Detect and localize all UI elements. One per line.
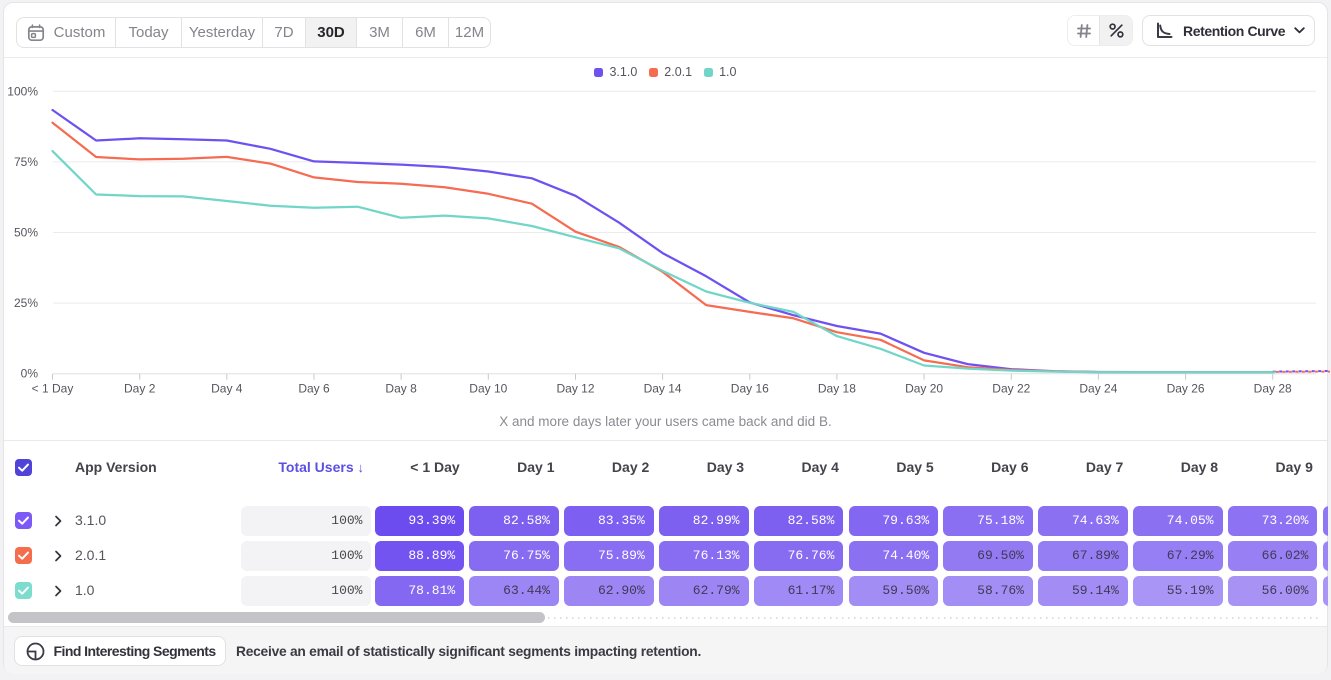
svg-text:Day 18: Day 18 — [818, 382, 856, 396]
svg-text:50%: 50% — [14, 226, 38, 240]
svg-text:Day 14: Day 14 — [644, 382, 682, 396]
svg-text:< 1 Day: < 1 Day — [32, 382, 74, 396]
svg-text:Day 6: Day 6 — [298, 382, 330, 396]
svg-text:Day 16: Day 16 — [731, 382, 769, 396]
svg-text:Day 4: Day 4 — [211, 382, 243, 396]
svg-text:Day 26: Day 26 — [1167, 382, 1205, 396]
svg-text:0%: 0% — [21, 367, 39, 381]
svg-text:Day 8: Day 8 — [385, 382, 417, 396]
svg-text:25%: 25% — [14, 296, 38, 310]
svg-text:100%: 100% — [7, 84, 38, 98]
svg-text:Day 2: Day 2 — [124, 382, 156, 396]
svg-text:Day 22: Day 22 — [992, 382, 1030, 396]
svg-text:Day 28: Day 28 — [1254, 382, 1292, 396]
svg-text:Day 24: Day 24 — [1079, 382, 1117, 396]
svg-text:Day 20: Day 20 — [905, 382, 943, 396]
svg-text:Day 10: Day 10 — [469, 382, 507, 396]
svg-text:75%: 75% — [14, 155, 38, 169]
svg-text:Day 12: Day 12 — [556, 382, 594, 396]
